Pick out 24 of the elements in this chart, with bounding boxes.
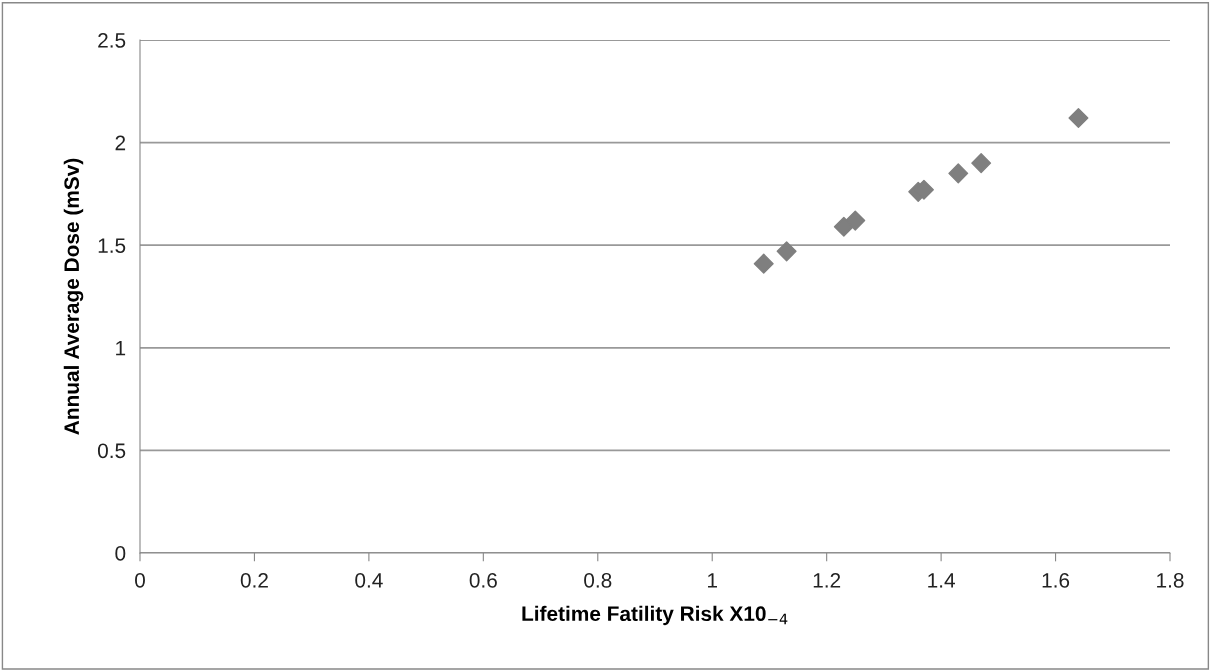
x-tick-label: 1.4 bbox=[928, 573, 955, 588]
y-tick-label: 1 bbox=[116, 341, 126, 356]
point bbox=[845, 210, 866, 231]
x-tick-label: 0 bbox=[135, 572, 145, 588]
x-tick-label: 1.8 bbox=[1157, 572, 1184, 588]
y-tick-label: 0 bbox=[115, 546, 126, 561]
point bbox=[753, 253, 774, 274]
x-tick-label: 0.2 bbox=[240, 572, 268, 588]
x-tick-label: 0.8 bbox=[584, 572, 612, 588]
y-tick-label: 0.5 bbox=[97, 443, 126, 459]
x-tick-label: 0.6 bbox=[469, 572, 497, 588]
x-tick-label: 1.6 bbox=[1042, 572, 1070, 588]
point bbox=[971, 153, 992, 174]
point bbox=[948, 163, 969, 184]
y-tick-label: 2.5 bbox=[98, 33, 126, 48]
x-tick-label: 1 bbox=[708, 573, 717, 588]
point bbox=[776, 241, 797, 262]
x-axis-title: Lifetime Fatility Risk X10$_{−4}$ bbox=[522, 605, 788, 626]
y-tick-label: 1.5 bbox=[98, 238, 126, 253]
y-tick-label: 2 bbox=[115, 135, 126, 151]
x-tick-label: 1.2 bbox=[813, 572, 841, 588]
x-tick-label: 0.4 bbox=[355, 572, 383, 588]
y-axis-title: Annual Average Dose (mSv) bbox=[63, 158, 84, 435]
point bbox=[1068, 107, 1089, 128]
